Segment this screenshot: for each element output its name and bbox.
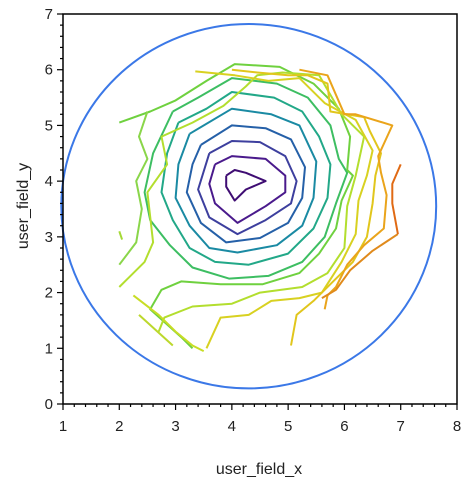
contour-line [118,71,366,332]
x-tick-label: 5 [284,418,292,435]
x-tick-label: 1 [59,418,67,435]
contour-line [225,169,267,202]
contour-line [231,68,382,346]
contour-line [208,155,287,224]
x-tick-label: 3 [171,418,179,435]
y-tick-label: 0 [45,396,53,413]
contour-line [132,294,205,352]
contour-line [174,107,318,254]
x-tick-label: 6 [340,418,348,435]
contour-line [197,140,298,236]
y-tick-label: 3 [45,229,53,246]
plot-frame [62,13,458,405]
boundary-circle-layer [60,23,438,390]
y-tick-label: 4 [45,173,53,190]
contour-line [195,70,374,349]
y-axis-title: user_field_y [15,163,32,249]
contour-line [160,91,332,266]
contour-line [118,111,149,266]
x-tick-label: 8 [453,418,461,435]
contour-line [321,233,399,299]
contour-line [138,314,174,347]
y-tick-label: 7 [45,6,53,23]
y-tick-label: 1 [45,340,53,357]
contour-layer [118,63,402,352]
x-tick-label: 7 [397,418,405,435]
x-axis-ticks: 1 2 3 4 5 6 7 8 [59,404,461,435]
boundary-circle [60,23,438,390]
x-tick-label: 4 [228,418,236,435]
contour-line [185,124,306,244]
y-tick-label: 2 [45,285,53,302]
y-tick-label: 6 [45,62,53,79]
contour-line [391,164,402,235]
x-axis-title: user_field_x [216,461,302,478]
contour-line [118,230,124,240]
y-tick-label: 5 [45,117,53,134]
y-axis-ticks: 0 1 2 3 4 5 6 7 [45,6,63,413]
contour-line [118,63,354,350]
contour-line [299,68,394,310]
x-tick-label: 2 [115,418,123,435]
